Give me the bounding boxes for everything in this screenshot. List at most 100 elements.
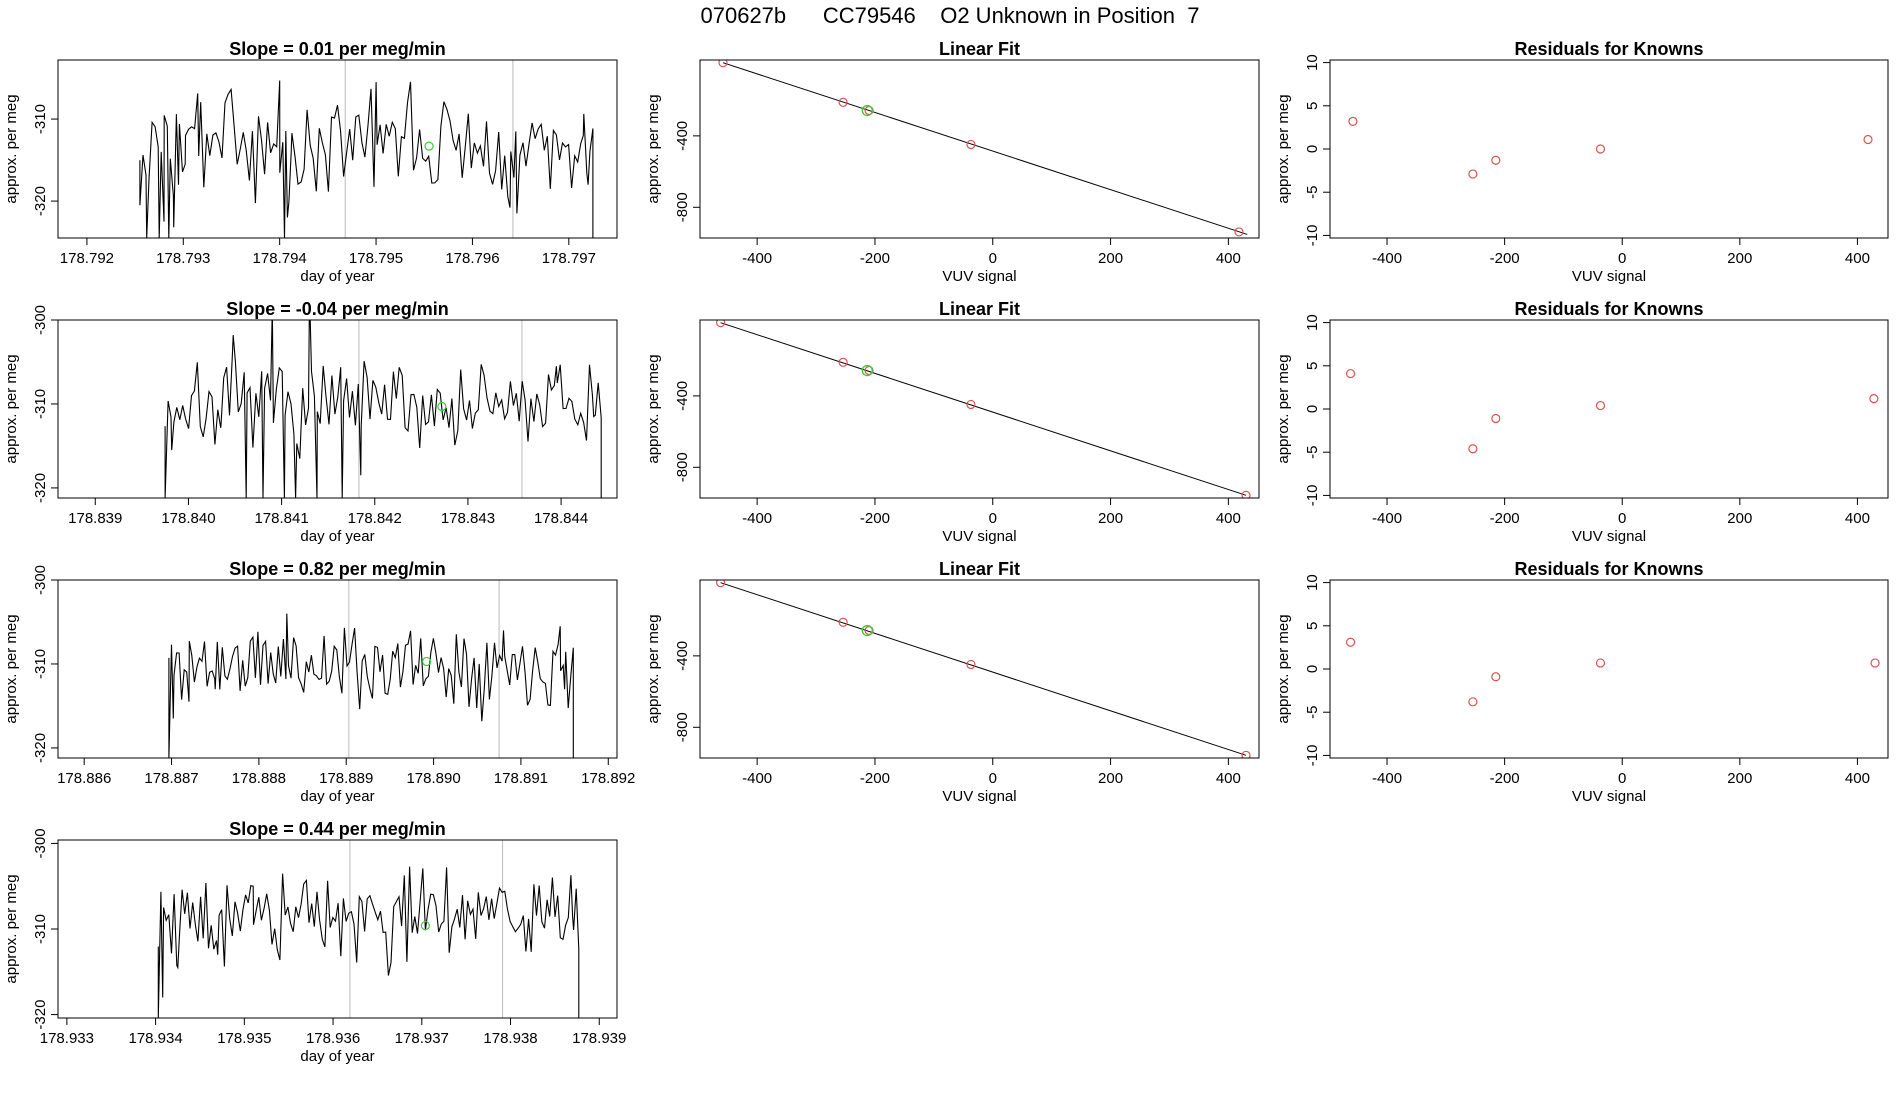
y-tick-label: -310 [32, 914, 49, 944]
page-title: 070627b CC79546 O2 Unknown in Position 7 [700, 3, 1200, 28]
fit-line [720, 582, 1247, 756]
x-tick-label: -400 [1372, 510, 1402, 527]
x-tick-label: -200 [1490, 770, 1520, 787]
x-tick-label: 0 [1618, 770, 1626, 787]
known-point [1241, 490, 1251, 498]
y-tick-label: 0 [1304, 665, 1321, 673]
known-point [1234, 227, 1244, 237]
x-tick-label: -400 [1372, 770, 1402, 787]
plot-frame [57, 579, 618, 759]
chart-data-layer [157, 840, 580, 1018]
y-tick-label: 10 [1304, 574, 1321, 591]
fit-line [720, 322, 1247, 496]
x-tick-label: 178.933 [40, 1030, 94, 1047]
x-tick-label: 400 [1845, 510, 1870, 527]
plot-frame [1329, 319, 1889, 499]
trace-line [164, 320, 602, 498]
fit-line [722, 62, 1248, 235]
x-tick-label: 400 [1216, 510, 1241, 527]
y-axis-label: approx. per meg [3, 874, 20, 983]
known-point [838, 357, 848, 367]
y-tick-label: -310 [32, 649, 49, 679]
known-point [716, 320, 726, 328]
y-tick-label: -300 [32, 565, 49, 595]
x-axis-label: day of year [300, 268, 374, 285]
x-tick-label: -400 [742, 770, 772, 787]
x-tick-label: 178.887 [144, 770, 198, 787]
unknown-point [861, 624, 873, 637]
known-point [838, 97, 848, 107]
x-tick-label: 178.935 [217, 1030, 271, 1047]
residual-point [1468, 169, 1478, 179]
y-axis-label: approx. per meg [3, 614, 20, 723]
chart-data-layer [1345, 368, 1879, 454]
plot-frame [699, 59, 1260, 239]
y-tick-label: -400 [674, 381, 691, 411]
chart-panel-residuals: Residuals for Knowns -400 -200 0 200 400 VUV s… [1275, 299, 1889, 545]
chart-title: Residuals for Knowns [1514, 559, 1703, 579]
residual-point [1468, 444, 1478, 454]
x-tick-label: 178.842 [348, 510, 402, 527]
x-tick-label: 178.844 [534, 510, 588, 527]
x-tick-label: 178.840 [161, 510, 215, 527]
x-tick-label: 178.937 [395, 1030, 449, 1047]
residual-point [1491, 413, 1501, 424]
y-tick-label: -320 [32, 186, 49, 216]
x-tick-label: 178.886 [57, 770, 111, 787]
y-tick-label: -800 [674, 452, 691, 482]
x-axis-label: day of year [300, 788, 374, 805]
x-tick-label: 178.797 [542, 250, 596, 267]
unknown-point [861, 364, 873, 377]
residual-point [1468, 697, 1478, 707]
y-tick-label: -320 [32, 1000, 49, 1030]
x-tick-label: 178.892 [581, 770, 635, 787]
x-axis-label: VUV signal [1572, 268, 1646, 285]
known-point [1241, 750, 1251, 758]
trace-line [157, 866, 580, 1018]
plot-frame [57, 839, 618, 1019]
x-tick-label: -200 [860, 250, 890, 267]
y-tick-label: 10 [1304, 314, 1321, 331]
y-tick-label: -320 [32, 473, 49, 503]
y-tick-label: -5 [1304, 706, 1321, 719]
chart-panel-residuals: Residuals for Knowns -400 -200 0 200 400 VUV s… [1275, 39, 1889, 285]
x-tick-label: 200 [1098, 250, 1123, 267]
x-tick-label: 0 [989, 250, 997, 267]
known-point [838, 617, 848, 627]
y-axis-label: approx. per meg [645, 94, 662, 203]
y-axis-label: approx. per meg [3, 354, 20, 463]
residual-point [1348, 116, 1358, 126]
chart-panel-timeseries: Slope = 0.01 per meg/min 178.792 178.793 17… [3, 39, 618, 285]
y-tick-label: -300 [32, 828, 49, 858]
x-tick-label: 178.934 [128, 1030, 182, 1047]
x-tick-label: 200 [1727, 770, 1752, 787]
x-tick-label: 178.793 [156, 250, 210, 267]
x-axis-label: VUV signal [1572, 528, 1646, 545]
chart-title: Linear Fit [939, 299, 1020, 319]
known-point [966, 139, 976, 150]
chart-title: Slope = -0.04 per meg/min [226, 299, 449, 319]
residual-point [1595, 400, 1606, 411]
y-tick-label: -800 [674, 712, 691, 742]
y-tick-label: 10 [1304, 54, 1321, 71]
chart-title: Residuals for Knowns [1514, 39, 1703, 59]
x-tick-label: 400 [1845, 770, 1870, 787]
residual-point [1345, 637, 1356, 647]
x-tick-label: 178.841 [254, 510, 308, 527]
chart-panel-timeseries: Slope = 0.44 per meg/min 178.933 178.934 17… [3, 819, 626, 1065]
y-tick-label: -10 [1304, 745, 1321, 767]
x-tick-label: 178.938 [483, 1030, 537, 1047]
chart-title: Residuals for Knowns [1514, 299, 1703, 319]
x-axis-label: VUV signal [942, 528, 1016, 545]
x-tick-label: 178.891 [494, 770, 548, 787]
plot-frame [699, 319, 1260, 499]
chart-panel-linear_fit: Linear Fit -400 -200 0 200 400 VUV signal -400 -… [645, 39, 1260, 285]
plot-frame [699, 579, 1260, 759]
known-point [966, 399, 976, 410]
y-axis-label: approx. per meg [645, 354, 662, 463]
y-tick-label: -310 [32, 104, 49, 134]
x-tick-label: -200 [1490, 510, 1520, 527]
chart-data-layer [716, 580, 1251, 758]
known-point [716, 580, 726, 588]
